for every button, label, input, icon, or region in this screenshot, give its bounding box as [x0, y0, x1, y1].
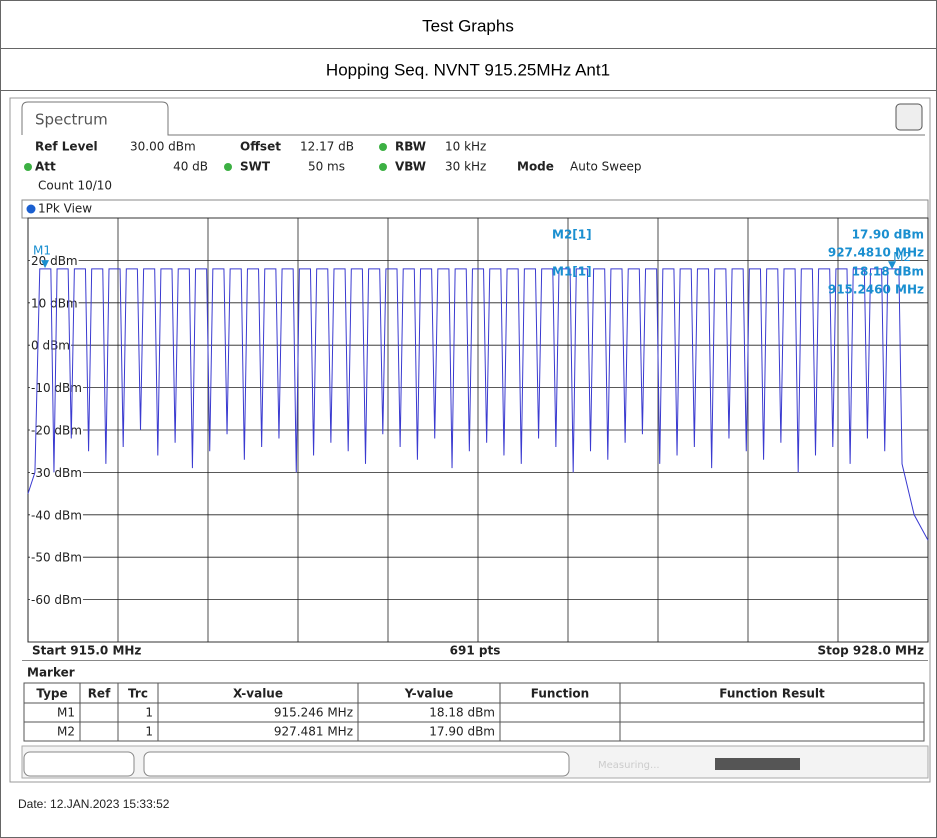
marker-readout: 18.18 dBm: [852, 265, 924, 279]
table-header: Y-value: [404, 687, 454, 701]
table-cell: 18.18 dBm: [429, 706, 495, 720]
page-title: Test Graphs: [422, 16, 514, 35]
setting-label: RBW: [395, 140, 426, 154]
label-bg: [30, 338, 71, 353]
marker-readout: 17.90 dBm: [852, 228, 924, 242]
table-header: Function: [531, 687, 589, 701]
table-cell: M2: [57, 725, 75, 739]
table-header: X-value: [233, 687, 283, 701]
label-bg: [30, 253, 79, 268]
y-tick-label: 0 dBm: [31, 339, 70, 353]
marker: [41, 260, 50, 269]
menu-button[interactable]: [895, 103, 923, 131]
label-bg: [30, 593, 83, 608]
y-tick-label: -30 dBm: [31, 466, 82, 480]
progress-bar: [715, 758, 800, 770]
x-start-label: Start 915.0 MHz: [32, 644, 141, 658]
marker-readout: M2[1]: [552, 228, 592, 242]
page-subtitle: Hopping Seq. NVNT 915.25MHz Ant1: [326, 60, 610, 79]
y-tick-label: 10 dBm: [31, 296, 78, 310]
setting-label: Offset: [240, 140, 281, 154]
tab-outline: [21, 101, 925, 136]
setting-value: 10 kHz: [445, 140, 486, 154]
setting-label: SWT: [240, 160, 271, 174]
label-bg: [30, 381, 83, 396]
x-stop-label: Stop 928.0 MHz: [818, 644, 925, 658]
table-cell: 1: [145, 725, 153, 739]
setting-label: Mode: [517, 160, 554, 174]
setting-value: 30.00 dBm: [130, 140, 196, 154]
table-header: Function Result: [719, 687, 825, 701]
tab-label: Spectrum: [35, 111, 108, 129]
status-dot: [224, 163, 232, 171]
label-bg: [30, 296, 79, 311]
label-bg: [30, 423, 83, 438]
status-text: Measuring...: [598, 760, 660, 771]
setting-value: 30 kHz: [445, 160, 486, 174]
y-tick-label: 20 dBm: [31, 254, 78, 268]
table-cell: 17.90 dBm: [429, 725, 495, 739]
table-cell: 915.246 MHz: [274, 706, 353, 720]
marker: [888, 261, 897, 270]
marker-name: M1: [33, 244, 51, 258]
setting-value: 12.17 dB: [300, 140, 354, 154]
x-points-label: 691 pts: [450, 644, 501, 658]
table-cell: M1: [57, 706, 75, 720]
setting-value: Auto Sweep: [570, 160, 642, 174]
table-header: Type: [36, 687, 67, 701]
y-tick-label: -20 dBm: [31, 424, 82, 438]
table-frame: [23, 682, 925, 742]
setting-value: 50 ms: [308, 160, 345, 174]
marker-readout: 927.4810 MHz: [828, 246, 924, 260]
status-dot: [379, 163, 387, 171]
table-title: Marker: [27, 666, 75, 680]
trace: [27, 268, 929, 541]
status-field: [23, 751, 135, 777]
trace-indicator: [26, 204, 36, 214]
y-tick-label: -60 dBm: [31, 593, 82, 607]
marker-readout: 915.2460 MHz: [828, 283, 924, 297]
y-tick-label: -10 dBm: [31, 381, 82, 395]
table-cell: 1: [145, 706, 153, 720]
y-tick-label: -50 dBm: [31, 551, 82, 565]
setting-label: Att: [35, 160, 56, 174]
table-header: Ref: [88, 687, 111, 701]
setting-label: Ref Level: [35, 140, 98, 154]
status-dot: [379, 143, 387, 151]
label-bg: [30, 550, 83, 565]
status-field: [143, 751, 570, 777]
setting-label: VBW: [395, 160, 426, 174]
date: Date: 12.JAN.2023 15:33:52: [18, 797, 170, 811]
setting-value: 40 dB: [173, 160, 208, 174]
label-bg: [30, 508, 83, 523]
legend-entry: 1Pk View: [38, 202, 92, 216]
status-dot: [24, 163, 32, 171]
y-tick-label: -40 dBm: [31, 508, 82, 522]
sweep-count: Count 10/10: [38, 179, 112, 193]
marker-readout: M1[1]: [552, 265, 592, 279]
label-bg: [30, 465, 83, 480]
marker-name: M2: [893, 250, 911, 264]
table-header: Trc: [128, 687, 148, 701]
table-cell: 927.481 MHz: [274, 725, 353, 739]
